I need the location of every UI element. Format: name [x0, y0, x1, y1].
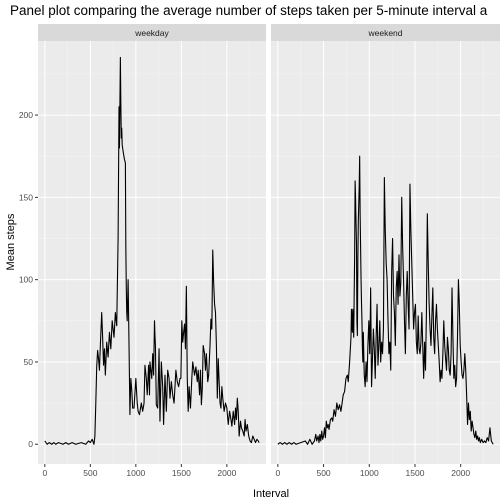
y-tick-label: 100 [19, 275, 33, 285]
panel-weekday: weekday 0 500 1000 1500 2000 0 50 100 150 200 [19, 24, 266, 478]
x-tick-label: 1000 [360, 468, 379, 478]
y-axis-title: Mean steps [5, 213, 17, 270]
panel-weekend: weekend 0 500 1000 1500 2000 [271, 24, 500, 478]
x-tick-label: 2000 [451, 468, 470, 478]
strip-weekday [38, 24, 266, 41]
x-tick-label: 1500 [406, 468, 425, 478]
strip-label-weekend: weekend [367, 28, 402, 38]
x-tick-label: 0 [42, 468, 47, 478]
facet-panels: weekday 0 500 1000 1500 2000 0 50 100 150 200 weeke… [19, 24, 500, 478]
x-axis-title: Interval [253, 488, 289, 500]
x-tick-label: 500 [83, 468, 97, 478]
x-tick-label: 1000 [126, 468, 145, 478]
y-tick-label: 200 [19, 110, 33, 120]
y-tick-label: 50 [24, 357, 34, 367]
chart-title: Panel plot comparing the average number … [10, 3, 488, 18]
x-tick-label: 2000 [217, 468, 236, 478]
x-tick-label: 1500 [172, 468, 191, 478]
panel-background-weekday [38, 41, 266, 464]
series-line-weekday [44, 56, 260, 445]
x-tick-label: 0 [275, 468, 280, 478]
strip-weekend [271, 24, 500, 41]
x-tick-label: 500 [316, 468, 330, 478]
series-line-weekend [277, 155, 494, 445]
y-tick-label: 150 [19, 192, 33, 202]
y-tick-label: 0 [28, 439, 33, 449]
strip-label-weekday: weekday [134, 28, 169, 38]
